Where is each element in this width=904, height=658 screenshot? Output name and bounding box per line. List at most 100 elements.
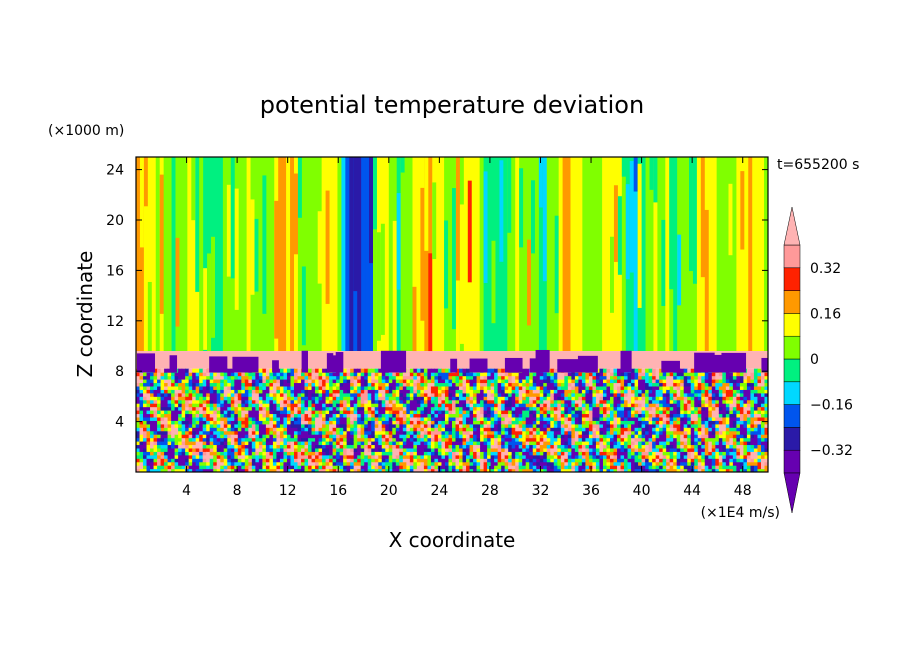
turbulent-cell xyxy=(336,454,341,459)
turbulent-cell xyxy=(634,420,639,425)
turbulent-cell xyxy=(315,379,320,384)
upper-cell xyxy=(704,157,710,352)
turbulent-cell xyxy=(448,392,453,397)
turbulent-cell xyxy=(244,461,249,466)
turbulent-cell xyxy=(181,447,186,452)
turbulent-cell xyxy=(272,430,278,435)
turbulent-cell xyxy=(346,437,351,442)
turbulent-cell xyxy=(434,454,439,459)
turbulent-cell xyxy=(251,375,256,380)
turbulent-cell xyxy=(332,458,337,463)
turbulent-cell xyxy=(645,434,650,439)
turbulent-cell xyxy=(276,396,281,401)
turbulent-cell xyxy=(367,434,372,439)
turbulent-cell xyxy=(248,396,253,401)
turbulent-cell xyxy=(244,396,249,401)
turbulent-cell xyxy=(645,430,650,435)
turbulent-cell xyxy=(227,368,232,373)
turbulent-cell xyxy=(420,368,425,373)
turbulent-cell xyxy=(279,403,285,408)
turbulent-cell xyxy=(262,437,267,442)
turbulent-cell xyxy=(227,461,232,466)
turbulent-cell xyxy=(378,454,383,459)
turbulent-cell xyxy=(610,368,615,373)
turbulent-cell xyxy=(378,375,383,380)
turbulent-cell xyxy=(308,441,313,446)
turbulent-cell xyxy=(511,413,516,418)
turbulent-cell xyxy=(139,385,144,390)
turbulent-cell xyxy=(230,382,235,387)
turbulent-cell xyxy=(286,465,292,470)
turbulent-cell xyxy=(413,379,418,384)
turbulent-cell xyxy=(150,427,155,432)
turbulent-cell xyxy=(160,372,165,377)
turbulent-cell xyxy=(346,399,351,404)
turbulent-cell xyxy=(455,413,460,418)
upper-cell xyxy=(582,157,587,352)
turbulent-cell xyxy=(455,465,460,470)
turbulent-cell xyxy=(136,413,141,418)
turbulent-cell xyxy=(617,396,622,401)
turbulent-cell xyxy=(525,430,530,435)
turbulent-cell xyxy=(473,372,478,377)
turbulent-cell xyxy=(153,441,158,446)
upper-cell xyxy=(546,157,552,352)
turbulent-cell xyxy=(430,458,436,463)
turbulent-cell xyxy=(515,396,520,401)
turbulent-cell xyxy=(308,434,313,439)
turbulent-cell xyxy=(469,403,474,408)
turbulent-cell xyxy=(269,406,274,411)
turbulent-cell xyxy=(645,427,650,432)
turbulent-cell xyxy=(687,413,692,418)
upper-cell xyxy=(700,157,706,278)
turbulent-cell xyxy=(234,406,239,411)
turbulent-cell xyxy=(311,447,316,452)
turbulent-cell xyxy=(624,375,629,380)
turbulent-cell xyxy=(318,458,323,463)
turbulent-cell xyxy=(258,447,263,452)
turbulent-cell xyxy=(487,375,492,380)
turbulent-cell xyxy=(627,434,632,439)
turbulent-cell xyxy=(504,392,509,397)
turbulent-cell xyxy=(631,444,636,449)
turbulent-cell xyxy=(504,410,509,415)
turbulent-cell xyxy=(237,385,242,390)
turbulent-cell xyxy=(164,375,169,380)
turbulent-cell xyxy=(286,410,292,415)
turbulent-cell xyxy=(241,392,246,397)
turbulent-cell xyxy=(441,461,446,466)
turbulent-cell xyxy=(441,430,446,435)
turbulent-cell xyxy=(683,396,688,401)
turbulent-cell xyxy=(213,382,218,387)
turbulent-cell xyxy=(574,389,579,394)
turbulent-cell xyxy=(213,427,218,432)
turbulent-cell xyxy=(367,372,372,377)
turbulent-cell xyxy=(220,399,225,404)
turbulent-cell xyxy=(248,406,253,411)
turbulent-cell xyxy=(388,392,393,397)
turbulent-cell xyxy=(265,447,271,452)
turbulent-cell xyxy=(143,447,148,452)
turbulent-cell xyxy=(220,396,225,401)
turbulent-cell xyxy=(416,406,421,411)
turbulent-cell xyxy=(255,382,260,387)
turbulent-cell xyxy=(420,454,425,459)
turbulent-cell xyxy=(399,420,404,425)
turbulent-cell xyxy=(234,385,239,390)
turbulent-cell xyxy=(276,413,281,418)
turbulent-cell xyxy=(613,444,618,449)
turbulent-cell xyxy=(437,385,443,390)
turbulent-cell xyxy=(318,368,323,373)
turbulent-cell xyxy=(167,454,172,459)
turbulent-cell xyxy=(276,461,281,466)
turbulent-cell xyxy=(444,454,450,459)
upper-cell xyxy=(610,236,615,313)
turbulent-cell xyxy=(673,447,678,452)
turbulent-cell xyxy=(581,444,587,449)
turbulent-cell xyxy=(336,437,341,442)
turbulent-cell xyxy=(627,385,632,390)
turbulent-cell xyxy=(564,444,569,449)
turbulent-cell xyxy=(441,454,446,459)
turbulent-cell xyxy=(434,458,439,463)
turbulent-cell xyxy=(248,451,253,456)
